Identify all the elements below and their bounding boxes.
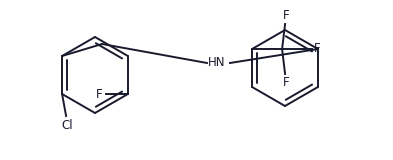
Text: Cl: Cl — [61, 119, 73, 132]
Text: F: F — [314, 43, 321, 56]
Text: F: F — [96, 88, 103, 100]
Text: HN: HN — [208, 56, 226, 69]
Text: F: F — [283, 9, 289, 22]
Text: F: F — [283, 76, 289, 89]
